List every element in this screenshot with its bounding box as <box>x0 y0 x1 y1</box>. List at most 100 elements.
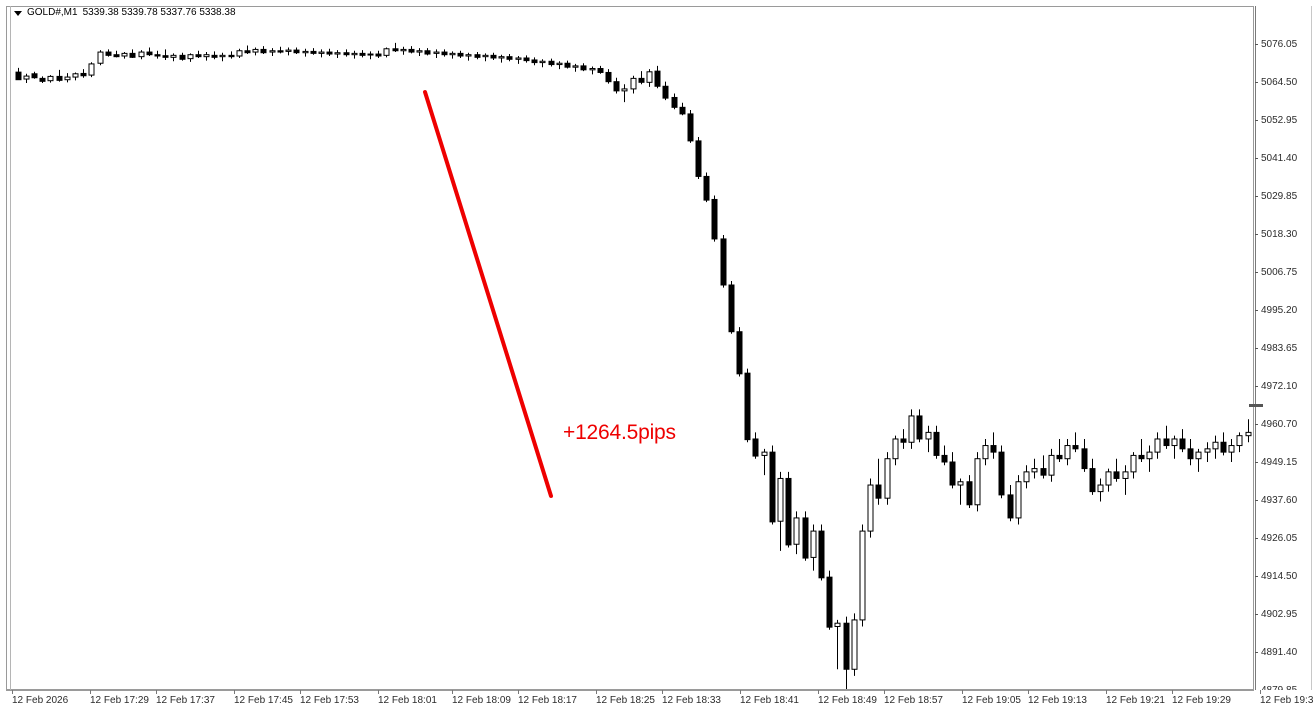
price-axis[interactable]: 5076.05 5064.50 5052.95 5041.40 5029.85 5018.… <box>1249 6 1316 696</box>
candle <box>88 62 95 78</box>
candle <box>916 409 923 443</box>
candle <box>892 435 899 466</box>
candle-body-bearish <box>1081 448 1088 470</box>
time-axis[interactable]: 12 Feb 2026 12 Feb 17:29 12 Feb 17:37 12 Fe… <box>0 690 1316 723</box>
ohlc-values: 5339.38 5339.78 5337.76 5338.38 <box>82 7 236 18</box>
price-tick-label: 5041.40 <box>1261 152 1298 164</box>
candle-body-bullish <box>1031 468 1038 473</box>
candle <box>97 50 104 66</box>
price-tick-label: 4914.50 <box>1261 570 1298 582</box>
time-tick: 12 Feb 18:33 <box>662 690 721 706</box>
candle <box>1113 458 1120 482</box>
candle-body-bearish <box>146 51 153 56</box>
tick-dash-icon <box>1255 119 1258 121</box>
chart-plot-area[interactable] <box>12 7 1253 689</box>
candle-body-bearish <box>998 451 1005 496</box>
candle <box>572 63 579 72</box>
candle <box>679 102 686 116</box>
candle <box>1228 438 1235 462</box>
candle <box>465 52 472 61</box>
candle-body-bearish <box>531 59 538 64</box>
candle-body-bullish <box>64 76 71 81</box>
candle <box>646 69 653 87</box>
candle <box>769 445 776 525</box>
candle-body-bullish <box>252 48 259 53</box>
price-tick: 5029.85 <box>1255 190 1297 202</box>
trendline[interactable] <box>423 90 553 498</box>
candle-body-bearish <box>1089 468 1096 493</box>
time-tick: 12 Feb 17:29 <box>90 690 149 706</box>
time-tick-label: 12 Feb 18:01 <box>378 695 437 706</box>
current-price-marker <box>1249 404 1263 407</box>
time-tick: 12 Feb 19:13 <box>1028 690 1087 706</box>
candle <box>1171 435 1178 459</box>
candle-body-bearish <box>875 484 882 499</box>
candle-body-bearish <box>736 331 743 375</box>
candle <box>129 49 136 58</box>
candle <box>1204 442 1211 462</box>
candle-body-bullish <box>646 71 653 83</box>
candle-body-bearish <box>548 60 555 66</box>
candle-body-bearish <box>990 445 997 453</box>
candle <box>925 425 932 453</box>
candle <box>113 50 120 58</box>
candle-body-bearish <box>506 56 513 60</box>
candle-body-bearish <box>293 49 300 54</box>
candle-body-bearish <box>785 477 792 546</box>
candle-body-bearish <box>179 54 186 60</box>
candle <box>236 48 243 58</box>
price-tick: 4949.15 <box>1255 456 1297 468</box>
price-tick-label: 4960.70 <box>1261 418 1298 430</box>
candle-body-bullish <box>1195 451 1202 460</box>
candle <box>662 81 669 101</box>
candle <box>900 429 907 449</box>
candle <box>482 53 489 62</box>
candle-body-bullish <box>925 431 932 440</box>
price-tick-label: 5029.85 <box>1261 190 1298 202</box>
candle <box>1130 452 1137 479</box>
candle <box>867 478 874 538</box>
candle <box>523 55 530 63</box>
candle-body-bearish <box>802 517 809 559</box>
candle <box>72 72 79 81</box>
candle-body-bullish <box>515 57 522 60</box>
candle-body-bullish <box>572 65 579 68</box>
candle-body-bearish <box>490 54 497 59</box>
time-tick: 12 Feb 2026 <box>12 690 68 706</box>
price-tick-label: 4995.20 <box>1261 304 1298 316</box>
candle <box>1212 435 1219 459</box>
candle <box>47 75 54 83</box>
candle <box>498 54 505 63</box>
candle <box>400 46 407 55</box>
candle-body-bearish <box>1138 454 1145 460</box>
candle <box>252 47 259 56</box>
candle <box>752 432 759 459</box>
candle <box>695 136 702 180</box>
candle <box>416 48 423 57</box>
candle-body-bullish <box>1015 481 1022 519</box>
symbol-header: GOLD#,M1 5339.38 5339.78 5337.76 5338.38 <box>14 6 236 20</box>
candle-body-bearish <box>523 57 530 62</box>
candle-body-bullish <box>892 438 899 460</box>
triangle-down-icon[interactable] <box>14 10 22 16</box>
candle <box>785 471 792 548</box>
candle <box>367 51 374 60</box>
candle <box>203 52 210 61</box>
candle-body-bullish <box>482 54 489 58</box>
candle <box>474 52 481 60</box>
candle-body-bearish <box>752 438 759 457</box>
candle <box>990 432 997 459</box>
candle <box>859 524 866 627</box>
candle-body-bullish <box>1146 451 1153 460</box>
time-tick-mark-icon <box>962 690 963 694</box>
time-tick: 12 Feb 19:05 <box>962 690 1021 706</box>
candle <box>1023 465 1030 489</box>
chart-left-inner-border <box>10 6 11 690</box>
candle <box>293 47 300 55</box>
candle <box>687 109 694 143</box>
time-tick-label: 12 Feb 17:45 <box>234 695 293 706</box>
time-tick: 12 Feb 18:01 <box>378 690 437 706</box>
price-tick-label: 4926.05 <box>1261 532 1298 544</box>
candle-body-bullish <box>433 51 440 54</box>
tick-dash-icon <box>1255 423 1258 425</box>
